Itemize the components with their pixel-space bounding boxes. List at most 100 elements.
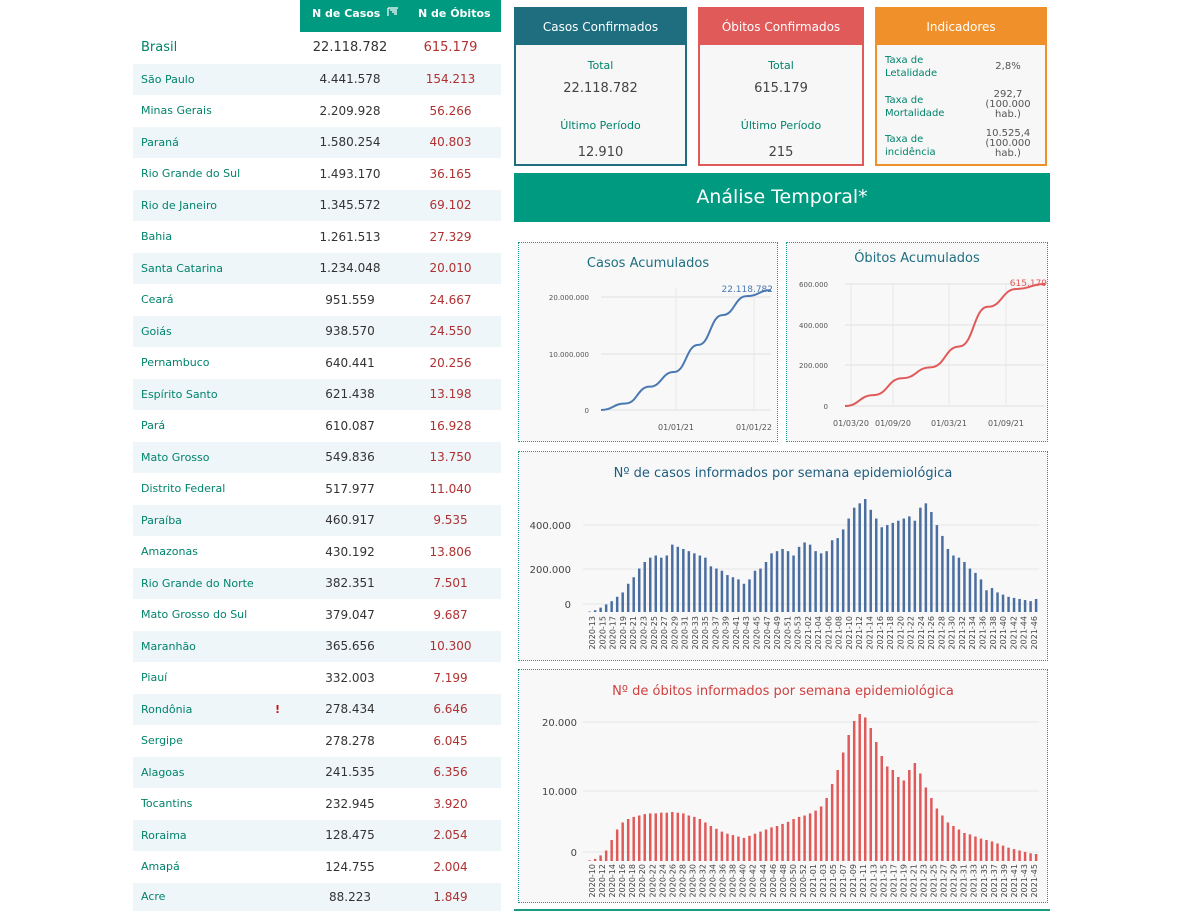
bar[interactable]: [858, 503, 861, 612]
bar[interactable]: [880, 527, 884, 612]
table-row[interactable]: Distrito Federal 517.977 11.040: [133, 473, 501, 505]
table-row[interactable]: Ceará 951.559 24.667: [133, 284, 501, 316]
table-row[interactable]: Sergipe 278.278 6.045: [133, 725, 501, 757]
bar[interactable]: [891, 522, 895, 612]
bar[interactable]: [621, 592, 624, 612]
table-row[interactable]: Paraíba 460.917 9.535: [133, 505, 501, 536]
bar[interactable]: [1007, 847, 1010, 861]
bar[interactable]: [908, 516, 911, 612]
bar[interactable]: [952, 826, 955, 861]
table-row[interactable]: Mato Grosso do Sul 379.047 9.687: [133, 599, 501, 631]
bar[interactable]: [753, 570, 757, 612]
table-row[interactable]: Piauí 332.003 7.199: [133, 662, 501, 694]
bar[interactable]: [1012, 597, 1016, 612]
bar[interactable]: [660, 812, 663, 861]
bar[interactable]: [786, 821, 790, 861]
bar[interactable]: [814, 810, 817, 861]
header-deaths[interactable]: N de Óbitos: [418, 7, 491, 20]
bar[interactable]: [764, 829, 768, 862]
bar[interactable]: [886, 525, 889, 612]
bar[interactable]: [797, 546, 801, 612]
bar[interactable]: [649, 557, 652, 612]
bar[interactable]: [814, 551, 817, 612]
bar[interactable]: [941, 535, 944, 612]
bar[interactable]: [665, 812, 669, 861]
bar[interactable]: [759, 831, 762, 861]
bar[interactable]: [946, 822, 950, 862]
bar[interactable]: [847, 518, 850, 612]
table-row[interactable]: Tocantins 232.945 3.920: [133, 788, 501, 820]
bar[interactable]: [886, 766, 889, 862]
bar[interactable]: [869, 728, 872, 861]
bar[interactable]: [687, 815, 691, 862]
bar[interactable]: [682, 813, 685, 861]
bar[interactable]: [654, 813, 658, 861]
header-cases[interactable]: N de Casos: [312, 7, 381, 20]
bar[interactable]: [599, 607, 602, 612]
bar[interactable]: [974, 572, 977, 612]
bar[interactable]: [588, 611, 591, 613]
bar[interactable]: [863, 717, 867, 862]
bar[interactable]: [1007, 596, 1010, 612]
bar[interactable]: [632, 816, 635, 861]
bar[interactable]: [957, 557, 961, 612]
bar[interactable]: [593, 610, 597, 612]
bar[interactable]: [880, 756, 884, 861]
bar[interactable]: [946, 548, 950, 612]
table-row[interactable]: Acre 88.223 1.849: [133, 883, 501, 911]
bar[interactable]: [654, 555, 658, 613]
bar[interactable]: [841, 529, 845, 612]
bar[interactable]: [726, 575, 729, 612]
table-row[interactable]: Paraná 1.580.254 40.803: [133, 127, 501, 158]
bar[interactable]: [649, 813, 652, 861]
bar[interactable]: [858, 714, 861, 861]
bar[interactable]: [610, 840, 613, 861]
table-row[interactable]: Rio Grande do Norte 382.351 7.501: [133, 568, 501, 599]
table-row[interactable]: Pará 610.087 16.928: [133, 410, 501, 442]
table-row[interactable]: Bahia 1.261.513 27.329: [133, 221, 501, 253]
bar[interactable]: [1012, 849, 1016, 861]
bar[interactable]: [786, 551, 790, 612]
bar[interactable]: [720, 570, 724, 612]
bar[interactable]: [599, 855, 602, 861]
bar[interactable]: [742, 583, 746, 612]
bar[interactable]: [632, 577, 635, 612]
sort-icon[interactable]: [387, 6, 399, 18]
bar[interactable]: [919, 507, 922, 612]
bar[interactable]: [968, 834, 972, 861]
bar[interactable]: [957, 829, 961, 862]
bar[interactable]: [781, 823, 784, 861]
bar[interactable]: [1023, 600, 1027, 612]
bar[interactable]: [913, 763, 917, 861]
bar[interactable]: [687, 551, 691, 612]
bar[interactable]: [753, 833, 757, 861]
bar[interactable]: [930, 798, 933, 861]
bar[interactable]: [836, 770, 839, 861]
bar[interactable]: [996, 843, 999, 862]
bar[interactable]: [924, 787, 928, 862]
cases-cumulative-chart[interactable]: 20.000.000 10.000.000 0 01/01/21 01/01/22 22.…: [519, 243, 777, 441]
bar[interactable]: [841, 752, 845, 862]
bar[interactable]: [709, 826, 713, 861]
bar[interactable]: [930, 512, 933, 612]
bar[interactable]: [847, 735, 850, 861]
bar[interactable]: [808, 813, 812, 861]
bar[interactable]: [593, 858, 597, 861]
bar[interactable]: [924, 503, 928, 612]
bar[interactable]: [852, 507, 856, 612]
bar[interactable]: [643, 562, 646, 612]
bar[interactable]: [748, 835, 751, 861]
bar[interactable]: [1034, 854, 1038, 861]
table-row[interactable]: Mato Grosso 549.836 13.750: [133, 442, 501, 473]
bar[interactable]: [637, 815, 641, 862]
bar[interactable]: [604, 850, 608, 862]
table-row[interactable]: Rondônia 278.434 6.646!: [133, 694, 501, 725]
bar[interactable]: [704, 557, 707, 612]
deaths-cumulative-chart[interactable]: 600.000 400.000 200.000 0 01/03/20 01/09/20 01…: [787, 243, 1047, 441]
bar[interactable]: [737, 836, 740, 862]
bar[interactable]: [919, 773, 922, 862]
bar[interactable]: [604, 604, 608, 612]
bar[interactable]: [610, 601, 613, 612]
